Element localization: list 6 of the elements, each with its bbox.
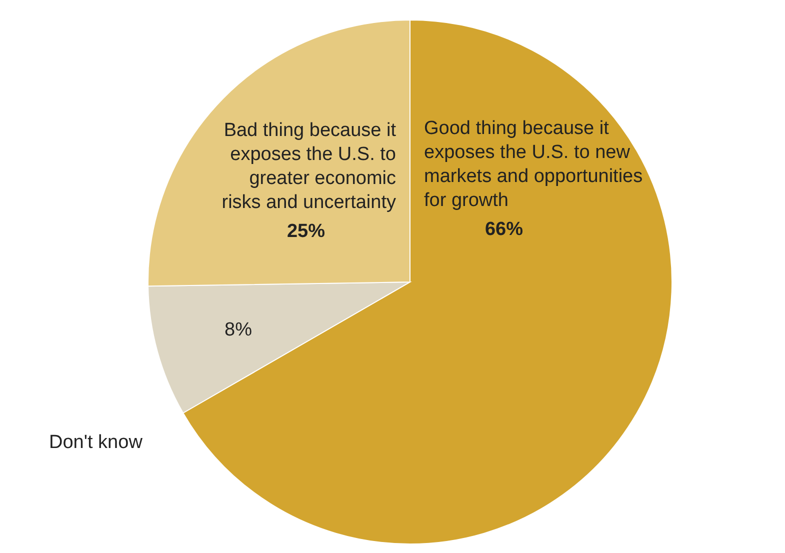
slice-label: Good thing because it exposes the U.S. to new markets and opportunities for growth bbox=[424, 118, 643, 212]
slice-label: Bad thing because it exposes the U.S. to greater economic risks and uncertainty bbox=[222, 120, 397, 213]
data-label: 25% bbox=[286, 220, 326, 242]
data-label: 8% bbox=[224, 319, 252, 340]
data-label: 66% bbox=[484, 219, 524, 240]
slice-label: Don't know bbox=[49, 432, 143, 454]
